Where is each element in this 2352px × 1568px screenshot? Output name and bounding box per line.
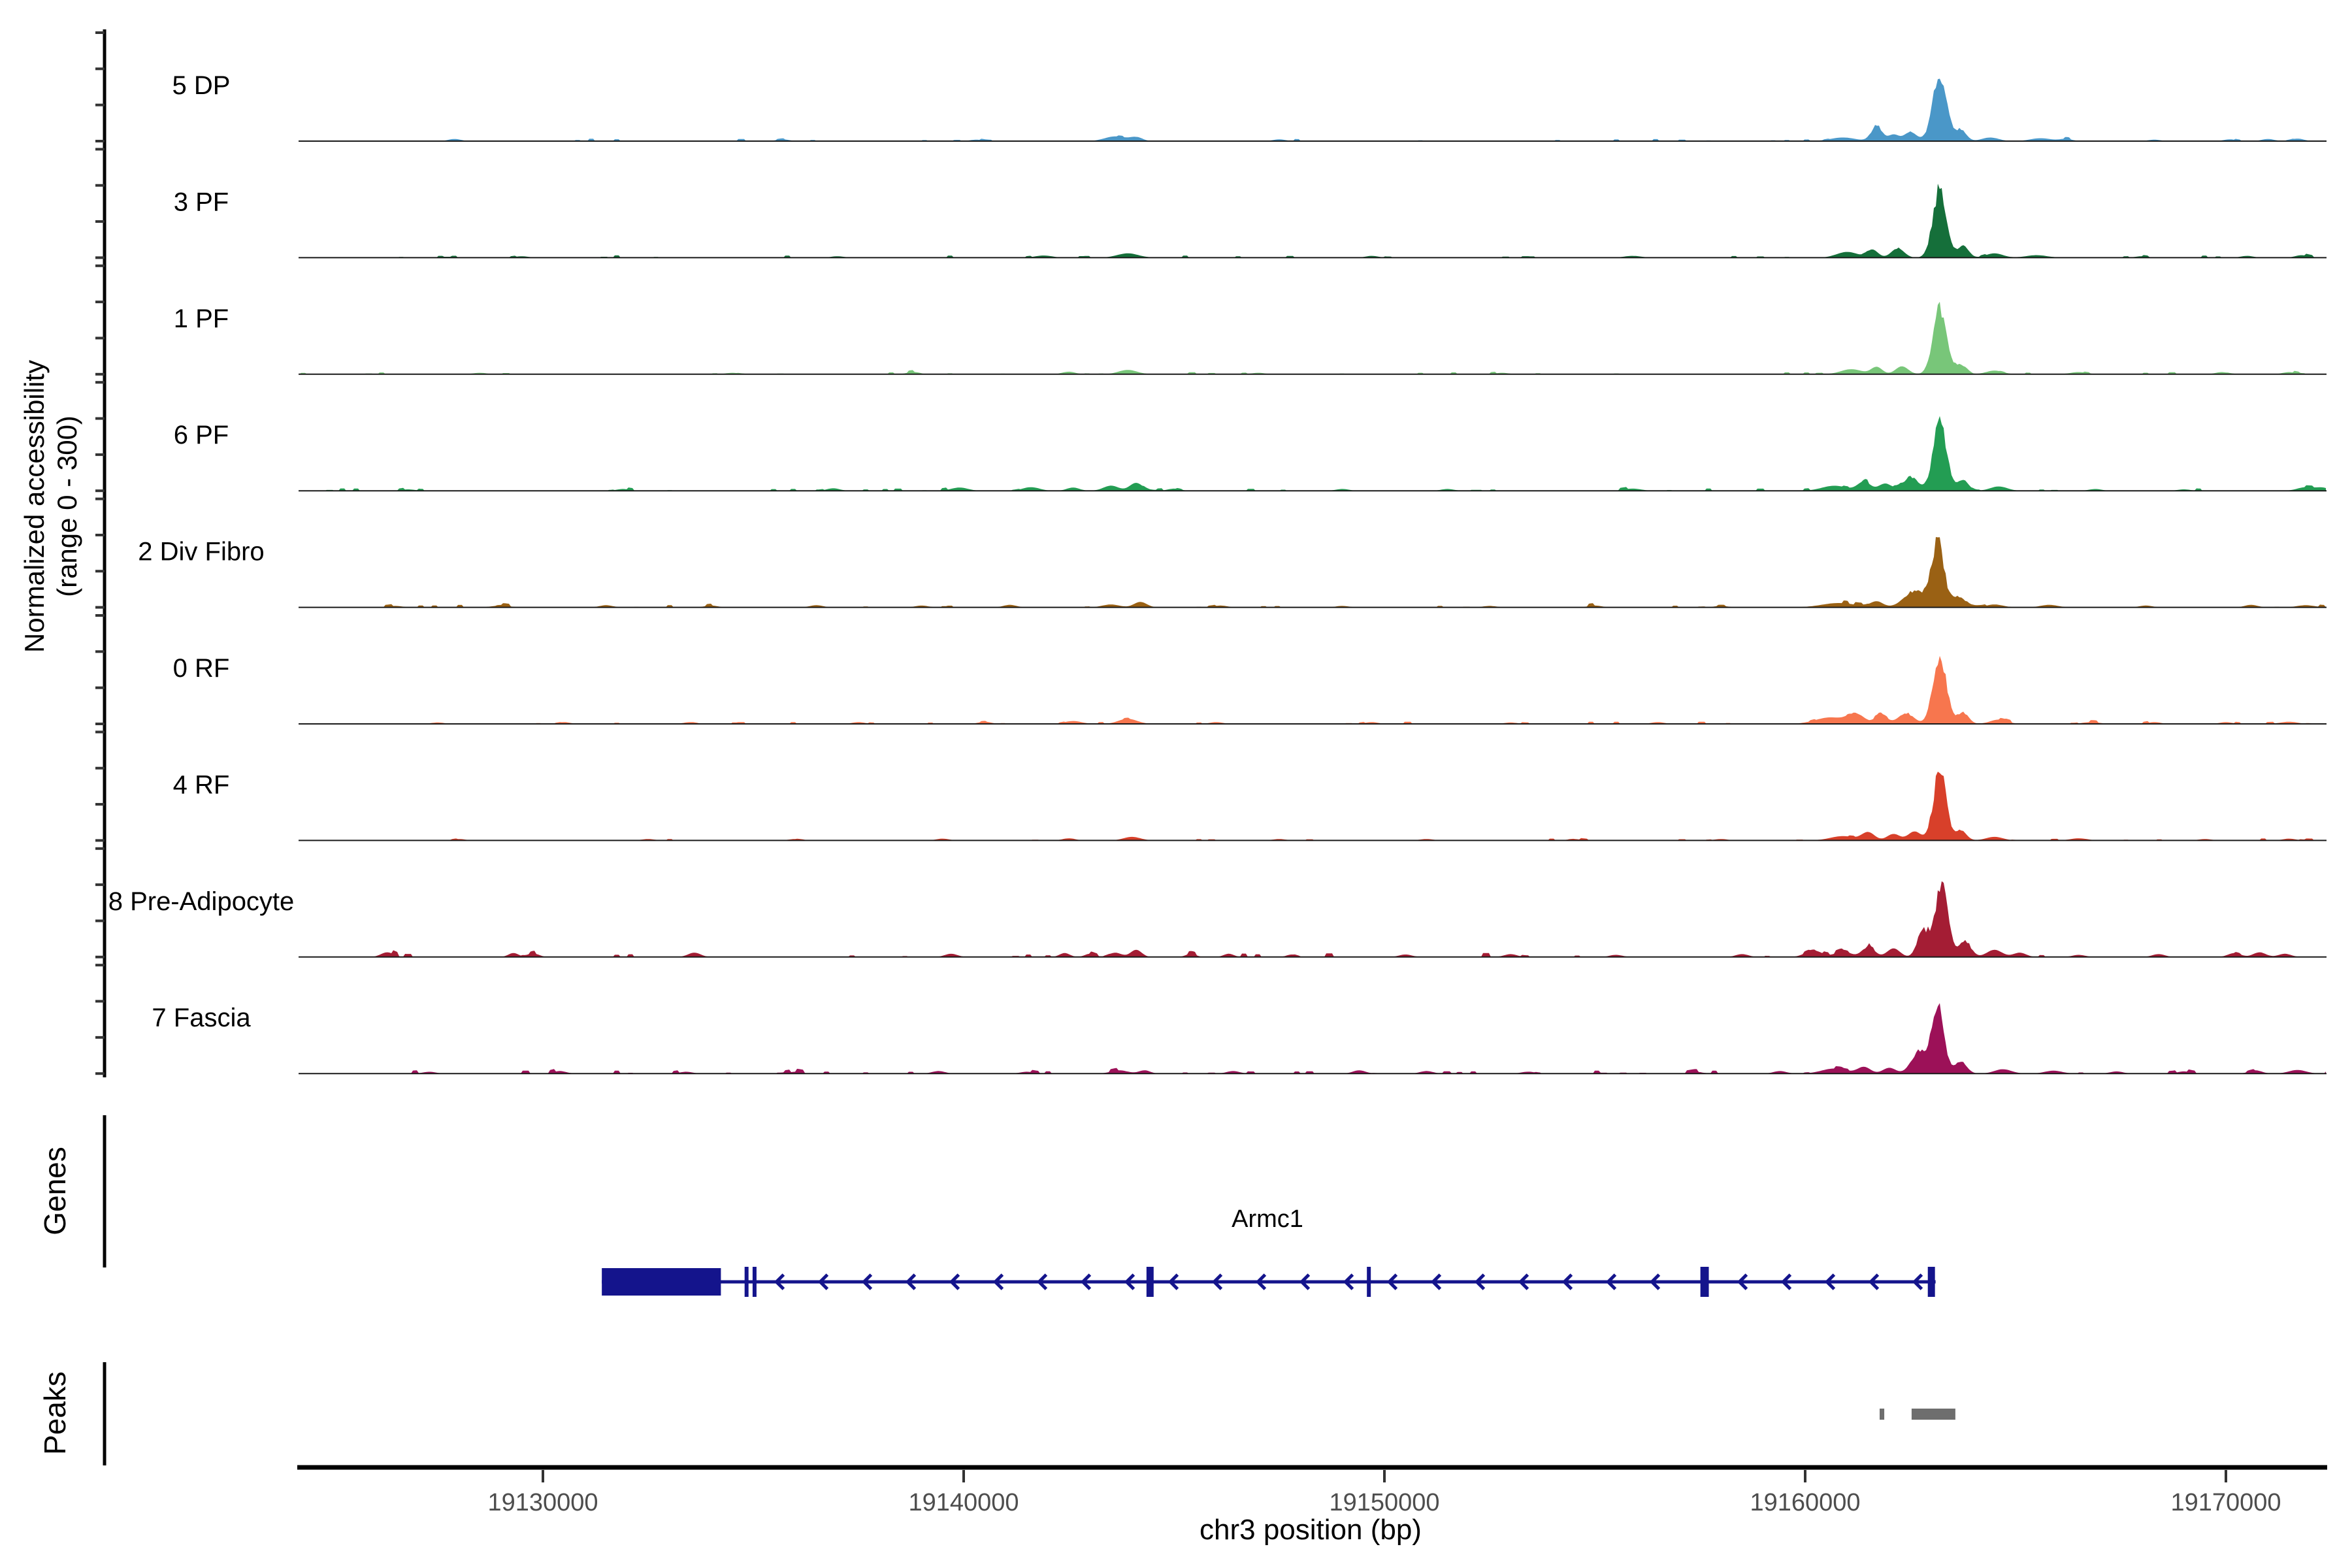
gene-strand-arrow: [1255, 1273, 1267, 1290]
coverage-area-0-rf: [299, 655, 2326, 724]
gene-strand-arrow: [1386, 1273, 1398, 1290]
gene-strand-arrow: [817, 1273, 829, 1290]
gene-strand-arrow: [1168, 1273, 1179, 1290]
gene-strand-arrow: [1649, 1273, 1661, 1290]
gene-strand-arrow: [774, 1273, 785, 1290]
coverage-area-2-div-fibro: [299, 537, 2326, 608]
track-label-1-pf: 1 PF: [174, 304, 229, 333]
x-axis-tick-label: 19170000: [2170, 1489, 2281, 1516]
track-label-0-rf: 0 RF: [173, 654, 230, 683]
x-axis: 19130000 19140000 19150000 19160000 19170000: [297, 1465, 2327, 1516]
track-label-3-pf: 3 PF: [174, 188, 229, 216]
gene-model: [602, 1267, 1936, 1297]
gene-strand-arrow: [1605, 1273, 1617, 1290]
gene-strand-arrow: [861, 1273, 873, 1290]
gene-strand-arrow: [1868, 1273, 1880, 1290]
gene-exon: [752, 1267, 757, 1297]
peak-region-box: [1879, 1409, 1885, 1420]
gene-strand-arrow: [1518, 1273, 1529, 1290]
coverage-area-6-pf: [299, 416, 2326, 491]
gene-exon: [1367, 1267, 1371, 1297]
track-label-7-fascia: 7 Fascia: [152, 1004, 251, 1032]
gene-strand-arrow: [1912, 1273, 1923, 1290]
genes-section-label: Genes: [38, 1147, 72, 1235]
gene-strand-arrow: [1036, 1273, 1048, 1290]
gene-strand-arrow: [1080, 1273, 1092, 1290]
gene-utr-box: [602, 1268, 721, 1296]
y-axis-title-line1: Normalized accessibility: [19, 360, 50, 653]
track-label-8-pre-adipocyte: 8 Pre-Adipocyte: [108, 887, 295, 916]
x-axis-tick-label: 19140000: [908, 1489, 1019, 1516]
coverage-area-5-dp: [299, 78, 2326, 141]
peak-regions: [1879, 1409, 1955, 1420]
gene-strand-arrow: [1299, 1273, 1311, 1290]
gene-strand-arrow: [992, 1273, 1004, 1290]
gene-exon: [1146, 1267, 1154, 1297]
gene-strand-arrow: [1343, 1273, 1354, 1290]
x-axis-tick-label: 19150000: [1329, 1489, 1439, 1516]
gene-strand-arrow: [1561, 1273, 1573, 1290]
gene-strand-arrow: [1824, 1273, 1836, 1290]
gene-strand-arrow: [905, 1273, 917, 1290]
track-label-2-div-fibro: 2 Div Fibro: [138, 538, 264, 566]
gene-exon: [1927, 1267, 1935, 1297]
y-axis-title-line2: (range 0 - 300): [52, 416, 82, 597]
track-label-6-pf: 6 PF: [174, 421, 229, 449]
x-axis-title: chr3 position (bp): [1200, 1514, 1422, 1546]
track-label-4-rf: 4 RF: [173, 770, 230, 799]
coverage-area-4-rf: [299, 772, 2326, 841]
gene-strand-arrow: [949, 1273, 960, 1290]
gene-strand-arrow: [1780, 1273, 1792, 1290]
gene-strand-arrow: [1211, 1273, 1223, 1290]
gene-exon: [1700, 1267, 1709, 1297]
accessibility-axis: [95, 29, 106, 1077]
gene-strand-arrow: [1430, 1273, 1442, 1290]
gene-strand-arrow: [1124, 1273, 1135, 1290]
track-label-5-dp: 5 DP: [172, 71, 231, 100]
x-axis-tick-label: 19160000: [1750, 1489, 1860, 1516]
coverage-area-7-fascia: [299, 1003, 2326, 1074]
coverage-area-3-pf: [299, 184, 2326, 258]
gene-strand-arrow: [1737, 1273, 1748, 1290]
gene-name-label: Armc1: [1232, 1205, 1303, 1233]
gene-strand-arrow: [1474, 1273, 1486, 1290]
coverage-tracks: 5 DP 3 PF 1 PF 6 PF 2 Div Fibro 0 RF 4 RF 8 Pre…: [108, 71, 2327, 1075]
gene-exon: [744, 1267, 749, 1297]
coverage-area-1-pf: [299, 301, 2326, 374]
x-axis-tick-label: 19130000: [487, 1489, 598, 1516]
peak-region-box: [1911, 1409, 1955, 1420]
coverage-area-8-pre-adipocyte: [299, 881, 2326, 957]
peaks-section-label: Peaks: [38, 1371, 72, 1455]
